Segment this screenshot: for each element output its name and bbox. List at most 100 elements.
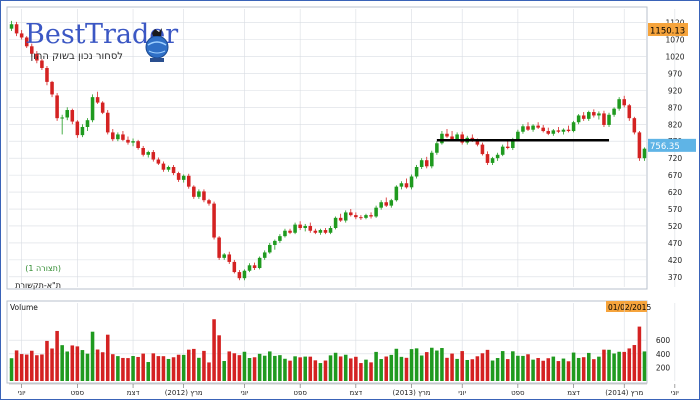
volume-bar [597,356,601,381]
candle-body [80,126,85,136]
volume-bar [500,351,505,381]
volume-bar [232,353,237,381]
candle-body [379,202,383,208]
x-tick-label: ספט [293,389,307,397]
volume-bar [505,359,510,381]
last-price-tag: 756.35 [648,138,696,152]
volume-bar [632,345,637,381]
candle-body [55,95,59,119]
candle-body [531,125,535,130]
price-tick-label: 570 [668,205,683,214]
volume-bar [323,360,328,381]
volume-tick-label: 600 [656,336,671,345]
volume-bar [495,358,500,381]
candle-body [480,144,485,155]
volume-bar [541,360,545,381]
candle-body [440,133,444,144]
volume-date-label: 01/02/2015 [608,303,651,312]
volume-bar [24,354,29,381]
volume-bar [65,351,70,381]
volume-bar [627,348,632,381]
volume-tick-label: 200 [656,363,671,372]
candle-body [283,230,287,237]
x-tick-label: דצמ [567,389,580,397]
volume-bar [171,357,176,381]
candle-body [505,146,510,148]
candle-body [24,37,29,47]
volume-bar [126,358,130,381]
volume-bar [197,357,201,381]
top-price-tag: 1150.13 [648,23,688,37]
volume-bar [328,355,333,381]
price-candles [9,20,647,281]
candle-body [181,175,186,180]
volume-bar [273,355,277,381]
candle-body [100,102,105,113]
logo-tagline: לסחור נכון בשוק ההון [30,51,123,62]
candle-body [551,130,556,134]
candle-body [267,244,272,253]
volume-bar [414,348,419,381]
candle-body [354,215,358,218]
volume-bar [551,356,556,381]
candle-body [207,200,211,204]
candle-body [222,254,226,258]
volume-bar [521,355,525,381]
candle-body [227,254,232,262]
volume-bar [404,357,409,381]
candle-body [364,215,368,218]
candle-body [65,110,70,118]
volume-bar [50,348,54,381]
x-tick-label: (2012) מרץ [165,389,203,397]
candle-body [60,117,64,119]
price-tick-label: 820 [668,120,683,129]
candle-body [612,108,616,115]
price-tick-label: 620 [668,188,683,197]
volume-bar [181,354,186,381]
candle-body [192,186,196,197]
volume-bar [166,358,171,381]
volume-bar [430,347,434,381]
x-tick-label: ספט [511,389,525,397]
candle-body [278,236,282,241]
candle-body [136,141,140,148]
volume-bar [141,353,145,381]
candle-body [571,122,576,132]
volume-bar [298,357,302,381]
candle-body [541,127,545,132]
volume-bar [379,359,383,381]
volume-bar [592,359,596,381]
volume-bar [490,360,495,381]
candle-body [217,237,221,258]
volume-bar [419,355,424,381]
volume-bar [217,335,221,381]
price-tick-label: 470 [668,239,683,248]
candle-body [460,134,464,143]
candle-body [430,152,434,167]
volume-bar [359,363,363,381]
globe-bull-icon [145,28,169,62]
volume-bar [105,334,110,381]
candle-body [171,166,176,174]
x-tick-label: יוני [458,389,466,397]
candle-body [359,217,363,219]
volume-bar [622,351,626,381]
candle-body [298,224,302,229]
volume-bar [516,355,520,381]
candle-body [237,272,242,279]
price-tick-label: 670 [668,171,683,180]
volume-bar [435,350,439,381]
candle-body [592,112,596,116]
candle-body [561,129,566,132]
top-price-label: 1150.13 [650,27,685,37]
candle-body [586,112,591,119]
volume-bar [612,353,616,381]
candle-body [445,133,449,137]
candle-body [318,230,323,233]
candle-body [111,132,115,140]
volume-bar [470,359,475,381]
candle-body [333,217,338,229]
candle-body [597,113,601,116]
volume-bar [526,354,530,381]
x-axis: יוני ספט דצמ (2012) מרץ יוני ספט דצמ (2013) מרץ… [9,383,679,397]
